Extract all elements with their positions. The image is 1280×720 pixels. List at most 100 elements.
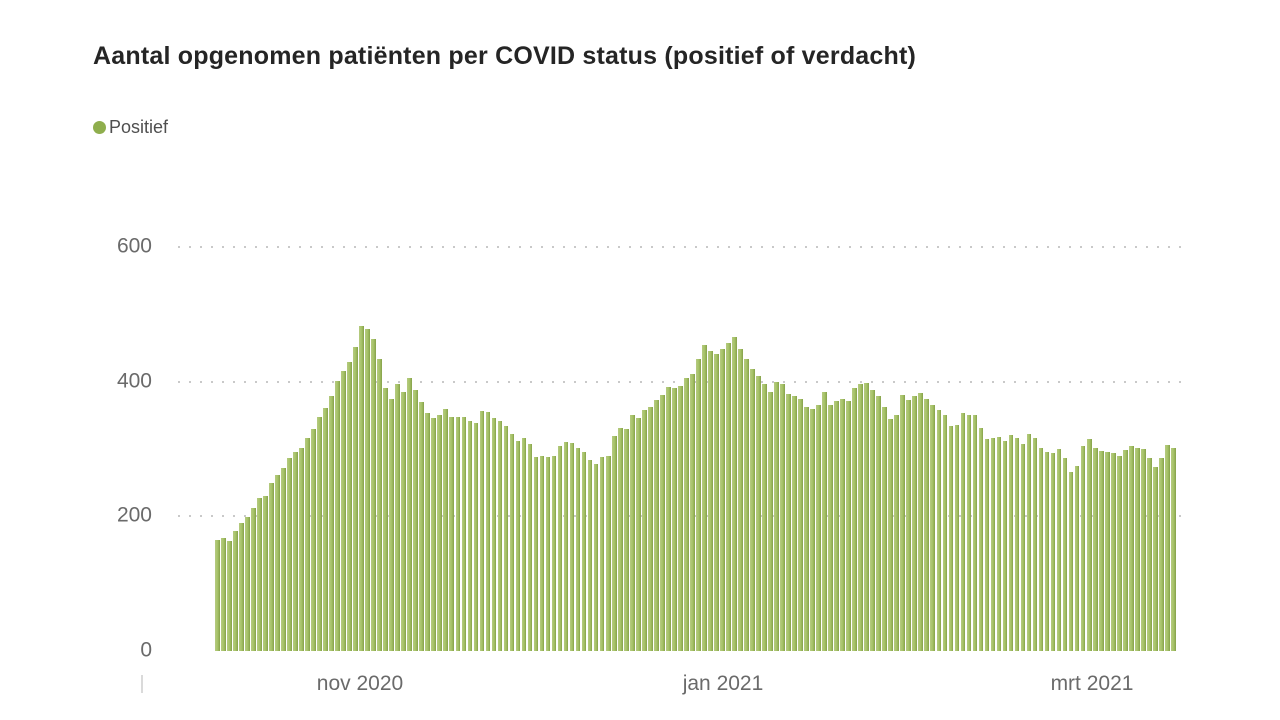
bar[interactable] [467,421,473,651]
bar[interactable] [996,436,1002,651]
bar[interactable] [485,411,491,651]
bar[interactable] [978,428,984,651]
bar[interactable] [774,382,779,651]
bar[interactable] [1092,448,1098,651]
bar[interactable] [407,377,413,651]
bar[interactable] [491,418,497,651]
bar[interactable] [449,416,455,651]
bar[interactable] [431,418,437,651]
bar[interactable] [708,351,713,651]
bar[interactable] [1170,448,1176,651]
bar[interactable] [1110,453,1116,651]
bar[interactable] [1062,458,1068,651]
bar[interactable] [305,438,310,651]
bar[interactable] [912,396,918,651]
bar[interactable] [323,407,328,651]
bar[interactable] [786,394,791,651]
bar[interactable] [443,408,449,651]
bar[interactable] [569,442,575,651]
bar[interactable] [575,447,581,651]
bar[interactable] [1152,466,1158,651]
bar[interactable] [1086,438,1092,651]
bar[interactable] [714,354,719,651]
bar[interactable] [617,428,623,651]
bar[interactable] [653,399,659,651]
bar[interactable] [804,406,809,651]
bar[interactable] [425,413,431,651]
bar[interactable] [455,416,461,651]
bar[interactable] [1068,471,1074,651]
bar[interactable] [413,390,419,651]
bar[interactable] [1032,438,1038,651]
bar[interactable] [551,455,557,651]
bar[interactable] [750,368,755,651]
bar[interactable] [1140,449,1146,651]
bar[interactable] [1002,440,1008,651]
bar[interactable] [852,388,857,651]
bar[interactable] [870,389,876,651]
bar[interactable] [287,458,292,651]
bar[interactable] [810,408,815,651]
bar[interactable] [816,404,821,651]
bar[interactable] [846,401,851,651]
bar[interactable] [1014,438,1020,651]
bar[interactable] [942,414,948,651]
bar[interactable] [299,447,304,651]
bar[interactable] [317,417,322,651]
bar[interactable] [689,374,695,651]
bar[interactable] [581,452,587,651]
bar[interactable] [329,395,334,651]
bar[interactable] [966,414,972,651]
bar[interactable] [257,498,262,651]
bar[interactable] [792,396,797,651]
bar[interactable] [900,395,906,651]
bar[interactable] [738,349,743,651]
bar[interactable] [677,385,683,651]
bar[interactable] [918,393,924,651]
bar[interactable] [479,411,485,651]
bar[interactable] [948,426,954,651]
bar[interactable] [888,418,894,651]
bar[interactable] [726,342,731,651]
bar[interactable] [936,409,942,651]
bar[interactable] [1134,448,1140,651]
bar[interactable] [1104,452,1110,651]
bar[interactable] [527,444,533,651]
bar[interactable] [960,413,966,651]
bar[interactable] [215,539,220,651]
bar[interactable] [822,391,827,651]
bar[interactable] [1116,455,1122,651]
bar[interactable] [1056,449,1062,651]
bar[interactable] [1044,451,1050,651]
bar[interactable] [359,326,364,651]
bar[interactable] [768,391,773,651]
bar[interactable] [269,483,274,651]
bar[interactable] [239,523,244,651]
bar[interactable] [539,455,545,651]
bar[interactable] [509,434,515,651]
bar[interactable] [1008,434,1014,651]
bar[interactable] [1128,445,1134,651]
bar[interactable] [641,409,647,651]
bar[interactable] [353,346,358,651]
bar[interactable] [383,388,389,651]
bar[interactable] [275,474,280,651]
bar[interactable] [954,424,960,651]
bar[interactable] [221,537,226,651]
bar[interactable] [858,383,864,651]
bar[interactable] [906,399,912,651]
bar[interactable] [533,457,539,651]
bar[interactable] [665,387,671,651]
bar[interactable] [497,421,503,651]
bar[interactable] [702,344,707,651]
bar[interactable] [437,414,443,651]
bar[interactable] [377,359,383,651]
bar[interactable] [1164,444,1170,651]
bar[interactable] [1080,446,1086,651]
bar[interactable] [281,467,286,651]
bar[interactable] [503,426,509,651]
bar[interactable] [1026,434,1032,651]
bar[interactable] [990,437,996,651]
bar[interactable] [599,457,605,651]
bar[interactable] [251,508,256,651]
